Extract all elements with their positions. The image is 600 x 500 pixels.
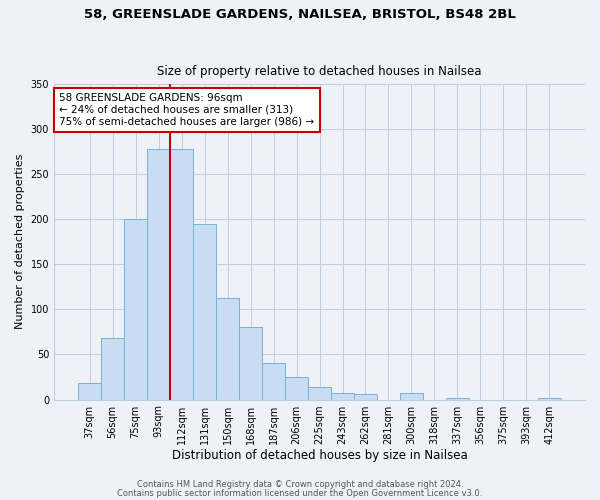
Bar [78, 384, 101, 400]
Bar [331, 394, 354, 400]
X-axis label: Distribution of detached houses by size in Nailsea: Distribution of detached houses by size … [172, 450, 467, 462]
Bar [147, 149, 170, 400]
Bar [193, 224, 216, 400]
Text: Contains HM Land Registry data © Crown copyright and database right 2024.: Contains HM Land Registry data © Crown c… [137, 480, 463, 489]
Text: 58 GREENSLADE GARDENS: 96sqm
← 24% of detached houses are smaller (313)
75% of s: 58 GREENSLADE GARDENS: 96sqm ← 24% of de… [59, 94, 314, 126]
Text: 58, GREENSLADE GARDENS, NAILSEA, BRISTOL, BS48 2BL: 58, GREENSLADE GARDENS, NAILSEA, BRISTOL… [84, 8, 516, 20]
Y-axis label: Number of detached properties: Number of detached properties [15, 154, 25, 330]
Bar [538, 398, 561, 400]
Bar [101, 338, 124, 400]
Bar [170, 149, 193, 400]
Bar [308, 387, 331, 400]
Bar [262, 364, 285, 400]
Bar [124, 219, 147, 400]
Bar [285, 377, 308, 400]
Bar [216, 298, 239, 400]
Title: Size of property relative to detached houses in Nailsea: Size of property relative to detached ho… [157, 66, 482, 78]
Bar [239, 328, 262, 400]
Bar [354, 394, 377, 400]
Bar [446, 398, 469, 400]
Bar [400, 394, 423, 400]
Text: Contains public sector information licensed under the Open Government Licence v3: Contains public sector information licen… [118, 488, 482, 498]
